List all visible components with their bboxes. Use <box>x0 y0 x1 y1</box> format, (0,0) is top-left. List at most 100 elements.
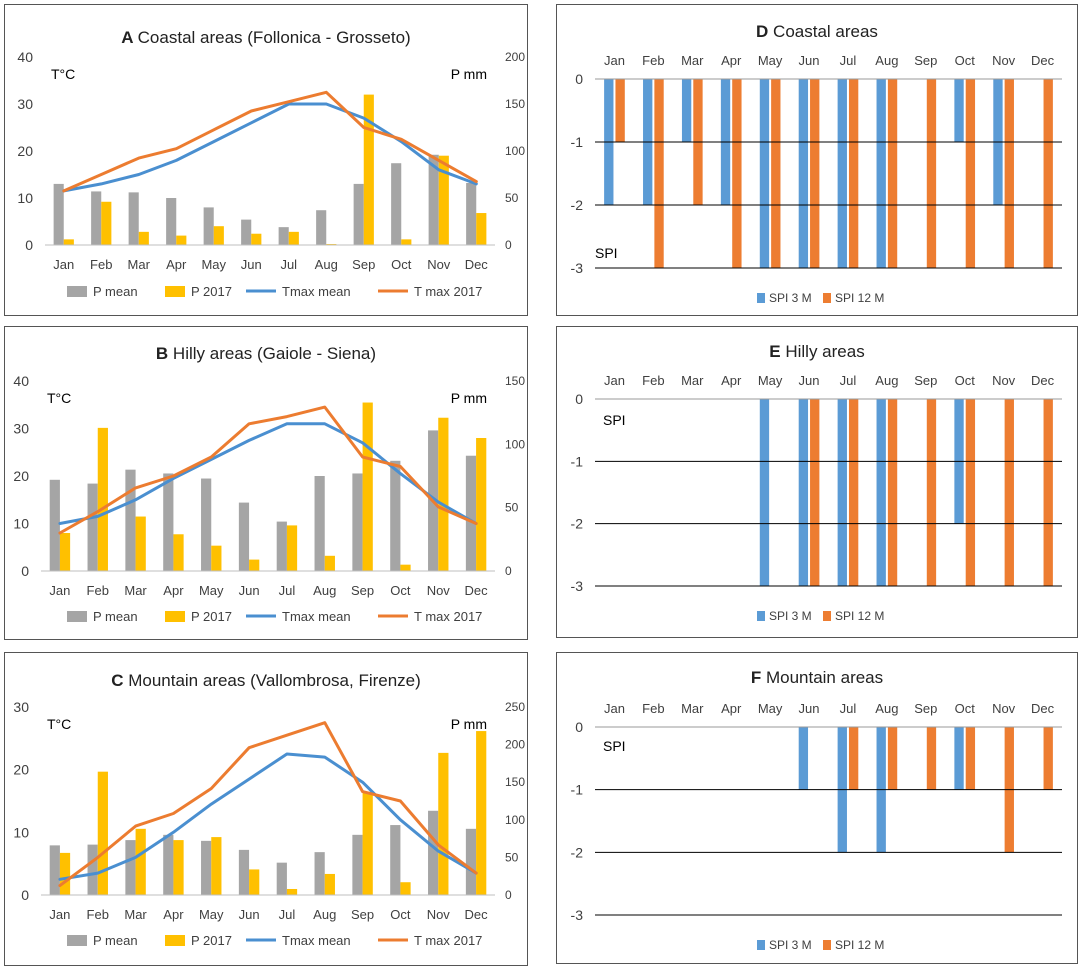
bar-p-mean <box>276 862 287 895</box>
panel-title-text: Mountain areas <box>766 668 883 687</box>
bar-p-mean <box>91 191 102 245</box>
chart-e: E Hilly areas Jan Feb Mar Apr May Jun Jul Aug Sep… <box>571 342 1062 623</box>
bar-p-2017 <box>324 555 335 571</box>
bar-p-mean <box>465 455 477 571</box>
bar-spi-12-m <box>654 79 664 268</box>
legend-label: P 2017 <box>191 609 232 624</box>
x-tick-label: Dec <box>465 257 489 272</box>
bar-p-2017 <box>63 239 74 245</box>
legend-label: SPI 12 M <box>835 609 884 623</box>
right-tick-label: 200 <box>505 50 525 64</box>
panel-letter: C <box>111 671 128 690</box>
bar-p-2017 <box>476 438 487 571</box>
bar-p-mean <box>163 834 174 895</box>
x-tick-label: Aug <box>313 907 336 922</box>
bar-p-2017 <box>173 840 184 895</box>
bar-spi-12-m <box>965 79 976 268</box>
bar-p-mean <box>238 502 250 571</box>
bar-p-mean <box>128 192 139 245</box>
bar-p-2017 <box>249 869 260 895</box>
left-unit-label: T°C <box>47 390 71 406</box>
bar-spi-3-m <box>759 399 770 586</box>
x-tick-label: Jan <box>53 257 74 272</box>
x-tick-label: Mar <box>681 373 704 388</box>
panel-c: C Mountain areas (Vallombrosa, Firenze) 0… <box>4 652 528 966</box>
legend-label: Tmax mean <box>282 609 351 624</box>
bar-p-2017 <box>401 239 412 245</box>
bar-spi-12-m <box>926 79 937 268</box>
x-tick-label: Feb <box>642 701 664 716</box>
y-tick-label: -2 <box>571 844 584 860</box>
bar-p-2017 <box>251 233 262 245</box>
x-tick-label: May <box>199 583 224 598</box>
right-tick-label: 100 <box>505 813 525 827</box>
x-tick-label: Sep <box>351 583 374 598</box>
right-tick-label: 150 <box>505 374 525 388</box>
bar-p-mean <box>125 840 136 895</box>
x-tick-label: Oct <box>390 907 411 922</box>
panel-title-text: Coastal areas <box>773 22 878 41</box>
panel-letter: E <box>769 342 785 361</box>
bar-p-2017 <box>362 791 373 895</box>
right-tick-label: 150 <box>505 97 525 111</box>
legend-label: P mean <box>93 933 138 948</box>
x-tick-label: Feb <box>90 257 112 272</box>
bar-spi-12-m <box>1043 727 1053 790</box>
panel-e: E Hilly areas Jan Feb Mar Apr May Jun Jul Aug Sep… <box>556 326 1078 638</box>
legend-swatch-p-2017 <box>165 611 185 622</box>
bar-spi-12-m <box>887 79 898 268</box>
y-tick-label: -2 <box>571 516 584 532</box>
x-tick-label: Jun <box>799 701 820 716</box>
x-tick-label: Jun <box>239 907 260 922</box>
chart-c: C Mountain areas (Vallombrosa, Firenze) 0… <box>13 671 525 948</box>
left-unit-label: T°C <box>51 66 75 82</box>
bar-p-mean <box>316 210 327 245</box>
bar-p-mean <box>391 163 402 245</box>
bar-p-2017 <box>249 559 260 571</box>
right-unit-label: P mm <box>451 66 487 82</box>
bar-p-mean <box>163 473 174 571</box>
right-unit-label: P mm <box>451 716 487 732</box>
bar-p-2017 <box>324 873 335 895</box>
y-unit-label: SPI <box>595 245 618 261</box>
right-tick-label: 250 <box>505 700 525 714</box>
legend-label: T max 2017 <box>414 284 482 299</box>
bar-spi-12-m <box>848 399 859 586</box>
bar-spi-3-m <box>954 79 964 142</box>
y-unit-label: SPI <box>603 412 626 428</box>
x-tick-label: Oct <box>955 373 976 388</box>
bar-p-2017 <box>438 417 449 571</box>
bar-spi-12-m <box>1004 399 1014 586</box>
chart-d: D Coastal areas Jan Feb Mar Apr May Jun Jul Aug S… <box>571 22 1062 305</box>
left-tick-label: 40 <box>17 49 33 65</box>
bar-p-2017 <box>135 828 146 895</box>
x-tick-label: Jul <box>280 257 297 272</box>
bar-p-2017 <box>101 201 112 245</box>
bar-p-2017 <box>97 427 108 571</box>
bar-p-mean <box>465 828 477 895</box>
right-tick-label: 0 <box>505 238 512 252</box>
panel-a: A Coastal areas (Follonica - Grosseto) 0 1… <box>4 4 528 316</box>
x-tick-label: Jun <box>239 583 260 598</box>
chart-title: C Mountain areas (Vallombrosa, Firenze) <box>111 671 421 690</box>
legend-label: SPI 12 M <box>835 938 884 952</box>
bar-spi-12-m <box>848 79 859 268</box>
y-tick-label: -3 <box>571 907 584 923</box>
panel-letter: B <box>156 344 173 363</box>
panel-b: B Hilly areas (Gaiole - Siena) 0 10 20 30 40 0… <box>4 326 528 640</box>
legend-swatch-p-mean <box>67 286 87 297</box>
x-tick-label: Aug <box>313 583 336 598</box>
legend-swatch-spi-3-m <box>757 611 765 621</box>
x-tick-label: Jun <box>241 257 262 272</box>
x-tick-label: Oct <box>391 257 412 272</box>
bar-p-2017 <box>213 226 224 245</box>
x-tick-label: Apr <box>166 257 187 272</box>
x-tick-label: Sep <box>914 373 937 388</box>
bar-spi-12-m <box>810 399 820 586</box>
legend-label: SPI 3 M <box>769 609 812 623</box>
x-tick-label: Mar <box>124 583 147 598</box>
x-tick-label: May <box>758 53 783 68</box>
chart-title: D Coastal areas <box>756 22 878 41</box>
left-tick-label: 10 <box>13 516 29 532</box>
right-tick-label: 0 <box>505 564 512 578</box>
